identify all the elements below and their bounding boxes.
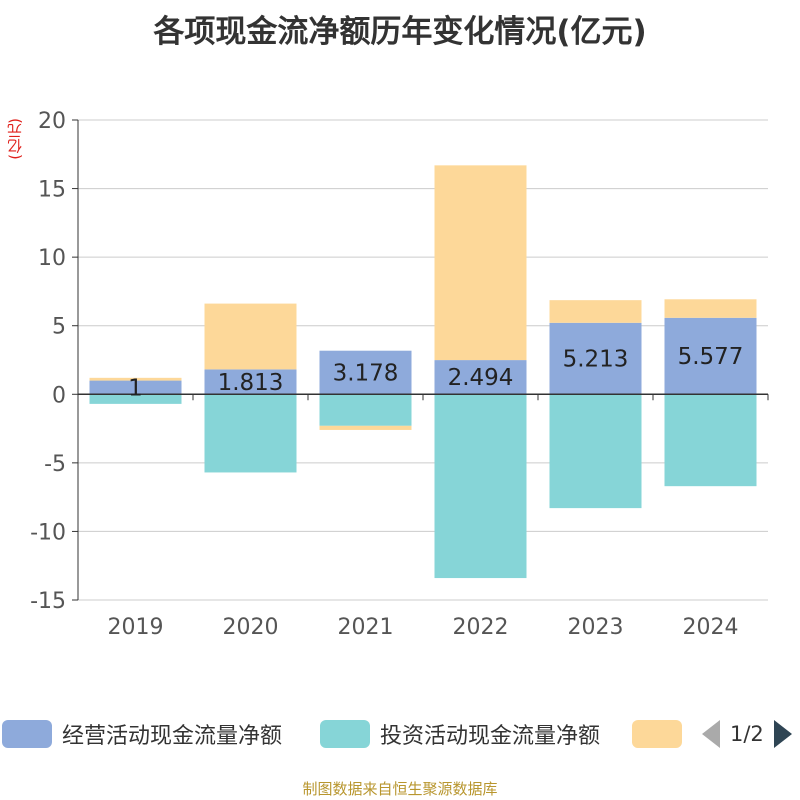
- bar-2022-series-2: [434, 165, 527, 361]
- y-tick-label: 20: [38, 109, 66, 134]
- legend-next-page-icon[interactable]: [773, 720, 792, 748]
- x-tick-label: 2020: [223, 615, 279, 640]
- x-tick-label: 2019: [108, 615, 164, 640]
- chart-title: 各项现金流净额历年变化情况(亿元): [153, 14, 647, 50]
- y-tick-label: 15: [38, 178, 66, 203]
- bar-2021-series-0: [319, 350, 412, 395]
- bar-2023-series-0: [549, 322, 642, 395]
- x-tick-label: 2022: [453, 615, 509, 640]
- y-tick-label: 5: [52, 315, 66, 340]
- y-tick-label: -5: [44, 452, 66, 477]
- bar-2019-series-0: [89, 380, 182, 395]
- data-label-2021: 3.178: [333, 360, 399, 386]
- legend-item-financing[interactable]: [632, 716, 682, 752]
- legend-swatch-operating: [2, 720, 52, 748]
- y-tick-label: -15: [30, 589, 66, 614]
- bar-2021-series-1: [319, 394, 412, 426]
- y-tick-label: 0: [52, 383, 66, 408]
- bar-2020-series-0: [204, 369, 297, 395]
- legend-pager: 1/2: [702, 716, 792, 752]
- x-tick-label: 2021: [338, 615, 394, 640]
- bar-2024-series-0: [664, 317, 757, 395]
- bar-2020-series-2: [204, 303, 297, 370]
- legend-swatch-financing: [632, 720, 682, 748]
- legend-item-investing[interactable]: 投资活动现金流量净额: [320, 716, 600, 752]
- bar-2020-series-1: [204, 394, 297, 473]
- x-tick-label: 2023: [568, 615, 624, 640]
- bar-2019-series-1: [89, 394, 182, 404]
- data-source-note: 制图数据来自恒生聚源数据库: [302, 780, 498, 798]
- data-label-2022: 2.494: [448, 365, 514, 391]
- legend-item-operating[interactable]: 经营活动现金流量净额: [2, 716, 282, 752]
- legend-label-operating: 经营活动现金流量净额: [62, 724, 283, 749]
- legend-prev-page-icon[interactable]: [702, 720, 720, 748]
- bar-2023-series-1: [549, 394, 642, 509]
- data-label-2023: 5.213: [563, 347, 629, 373]
- x-tick-label: 2024: [683, 615, 739, 640]
- data-label-2020: 1.813: [218, 370, 284, 396]
- bar-2023-series-2: [549, 300, 642, 323]
- legend-page-indicator: 1/2: [730, 722, 764, 746]
- bar-2024-series-1: [664, 394, 757, 487]
- bar-2022-series-1: [434, 394, 527, 579]
- bar-2022-series-0: [434, 360, 527, 395]
- y-tick-label: 10: [38, 246, 66, 271]
- legend-label-investing: 投资活动现金流量净额: [380, 724, 601, 749]
- bar-2024-series-2: [664, 299, 757, 318]
- bar-2021-series-2: [319, 425, 412, 430]
- data-label-2019: 1: [128, 375, 143, 401]
- bar-2019-series-2: [89, 377, 182, 381]
- legend-swatch-investing: [320, 720, 370, 748]
- chart-canvas: 20 15 10 5 0 -5 -10 -15 2019 2020 2021 2022 2023 2024…: [30, 109, 769, 640]
- legend: 经营活动现金流量净额 投资活动现金流量净额: [0, 716, 800, 752]
- data-label-2024: 5.577: [678, 344, 744, 370]
- y-tick-label: -10: [30, 520, 66, 545]
